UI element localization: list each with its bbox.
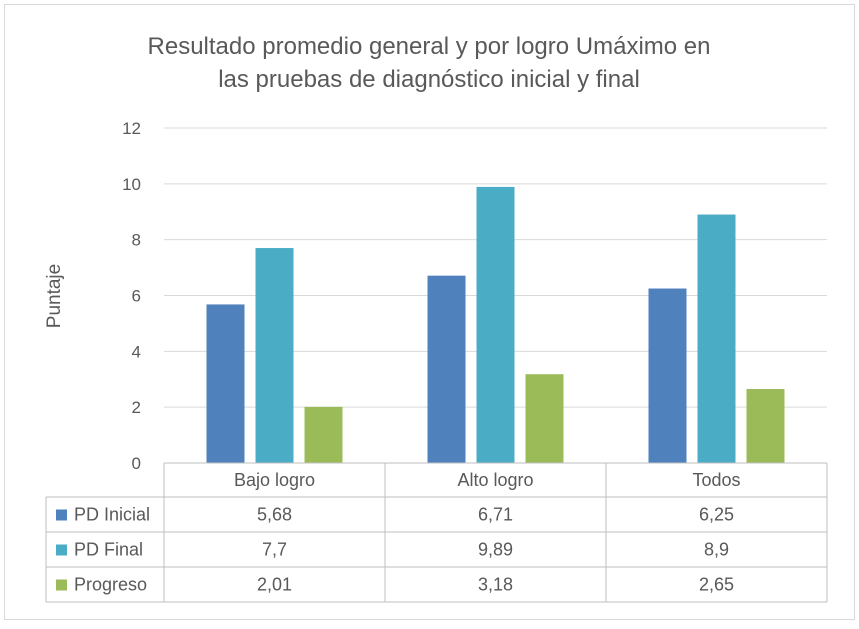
y-tick-label: 6	[132, 287, 141, 306]
chart-title-line-1: Resultado promedio general y por logro U…	[148, 33, 711, 60]
y-axis-title: Puntaje	[44, 264, 65, 328]
y-tick-label: 10	[122, 175, 141, 194]
data-label: 9,89	[478, 540, 513, 560]
legend-swatch	[56, 544, 67, 556]
data-label: 6,71	[478, 505, 513, 525]
legend-label: PD Inicial	[74, 505, 150, 525]
data-label: 2,65	[699, 575, 734, 595]
bar	[304, 406, 343, 463]
category-label: Todos	[692, 470, 740, 490]
bar	[697, 214, 736, 463]
chart-title-line-2: las pruebas de diagnóstico inicial y fin…	[218, 66, 640, 93]
bar	[746, 389, 785, 463]
y-tick-label: 2	[132, 398, 141, 417]
legend-label: Progreso	[74, 575, 147, 595]
bar	[206, 304, 245, 463]
bars	[206, 186, 785, 463]
bar	[427, 275, 466, 463]
y-tick-label: 4	[132, 342, 141, 361]
bar	[648, 288, 687, 463]
data-label: 7,7	[262, 540, 287, 560]
data-label: 5,68	[257, 505, 292, 525]
bar	[255, 248, 294, 463]
y-tick-label: 0	[132, 454, 141, 473]
data-label: 2,01	[257, 575, 292, 595]
category-label: Bajo logro	[234, 470, 315, 490]
bar	[525, 374, 564, 463]
y-tick-label: 12	[122, 119, 141, 138]
category-label: Alto logro	[457, 470, 533, 490]
data-label: 8,9	[704, 540, 729, 560]
data-table: Bajo logro Alto logro Todos PD Inicial 5,68 6…	[45, 462, 828, 603]
data-label: 3,18	[478, 575, 513, 595]
data-label: 6,25	[699, 505, 734, 525]
bar	[476, 186, 515, 463]
legend-swatch	[56, 579, 67, 591]
y-tick-label: 8	[132, 231, 141, 250]
legend-swatch	[56, 509, 67, 521]
legend-label: PD Final	[74, 540, 143, 560]
